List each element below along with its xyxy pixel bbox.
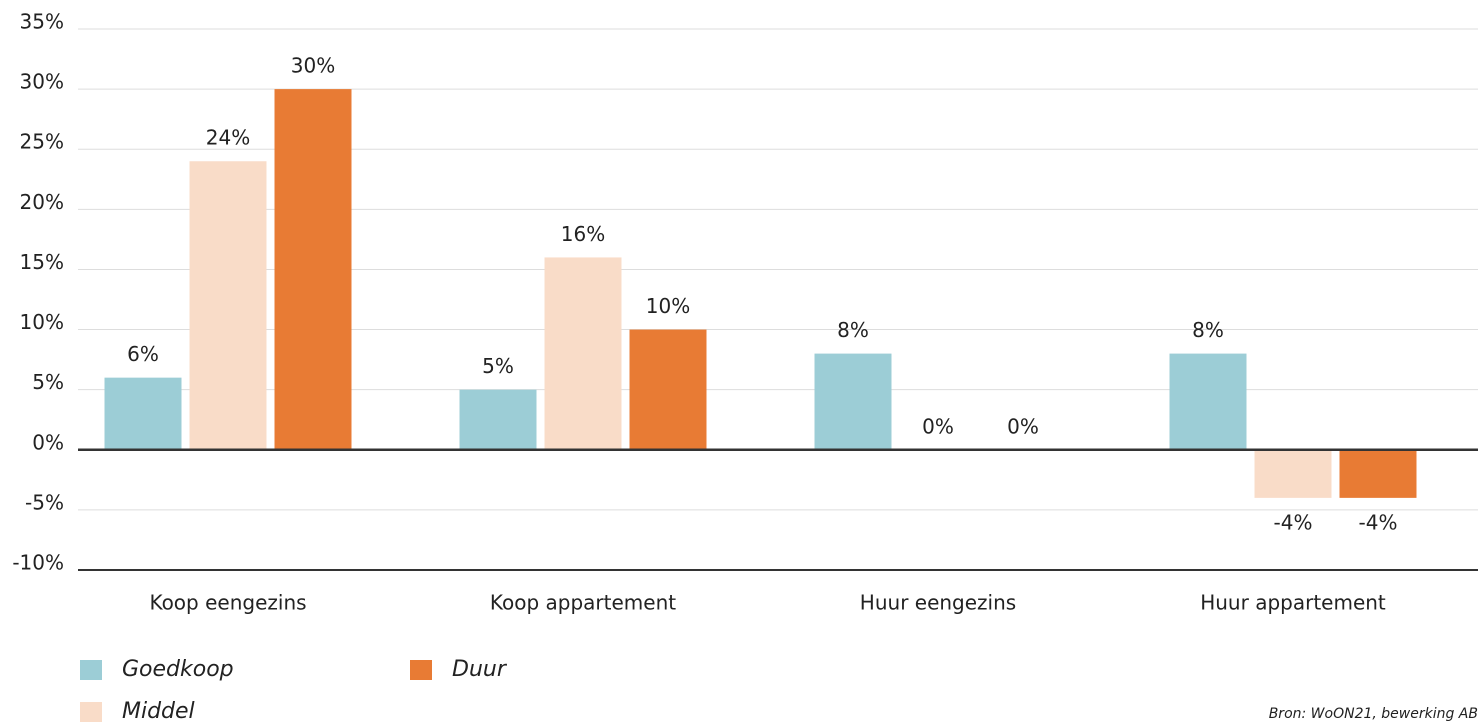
bar xyxy=(1169,353,1247,450)
value-label: 0% xyxy=(1007,414,1039,438)
value-label: 6% xyxy=(127,342,159,366)
bar xyxy=(544,257,622,450)
y-tick-label: 20% xyxy=(20,190,64,214)
y-tick-label: -5% xyxy=(25,490,64,514)
legend-label: Duur xyxy=(452,657,508,682)
bar xyxy=(814,353,892,450)
value-label: 8% xyxy=(837,318,869,342)
y-tick-label: 25% xyxy=(20,130,64,154)
y-tick-label: 10% xyxy=(20,310,64,334)
y-tick-label: 5% xyxy=(32,370,64,394)
value-label: 8% xyxy=(1192,318,1224,342)
source-note: Bron: WoON21, bewerking AB xyxy=(1269,706,1478,722)
y-tick-label: 15% xyxy=(20,250,64,274)
value-label: 30% xyxy=(291,54,335,78)
bar xyxy=(1339,449,1417,498)
value-label: -4% xyxy=(1274,510,1313,534)
x-tick-label: Koop eengezins xyxy=(149,591,306,615)
bar xyxy=(274,89,352,450)
legend-swatch xyxy=(80,702,102,722)
bar xyxy=(459,389,537,450)
value-label: -4% xyxy=(1359,510,1398,534)
x-tick-label: Huur eengezins xyxy=(860,591,1016,615)
value-label: 0% xyxy=(922,414,954,438)
x-tick-label: Koop appartement xyxy=(490,591,676,615)
legend-swatch xyxy=(80,660,102,680)
bar xyxy=(629,329,707,450)
legend-label: Middel xyxy=(122,699,195,724)
y-tick-label: 35% xyxy=(20,10,64,34)
x-tick-label: Huur appartement xyxy=(1200,591,1386,615)
value-label: 10% xyxy=(646,294,690,318)
bar xyxy=(104,377,182,450)
value-label: 24% xyxy=(206,126,250,150)
bar xyxy=(1254,449,1332,498)
bar xyxy=(189,161,267,450)
y-tick-label: -10% xyxy=(12,551,64,575)
legend-swatch xyxy=(410,660,432,680)
value-label: 16% xyxy=(561,222,605,246)
y-tick-label: 30% xyxy=(20,70,64,94)
legend-label: Goedkoop xyxy=(122,657,234,682)
y-tick-label: 0% xyxy=(32,430,64,454)
value-label: 5% xyxy=(482,354,514,378)
